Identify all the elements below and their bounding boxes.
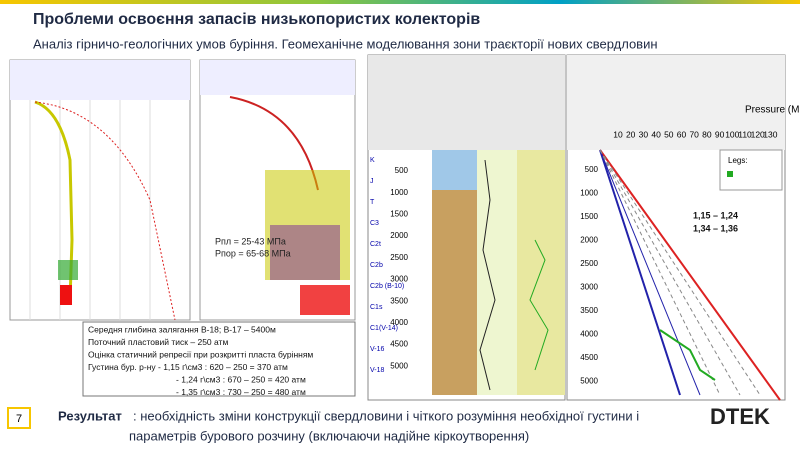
horizon-label: K: [370, 157, 375, 164]
depth-label: 3500: [390, 296, 408, 305]
plot-note: Рпор = 65-68 МПа: [215, 248, 291, 258]
note-line: Оцінка статичний репресії при розкритті …: [88, 349, 313, 359]
depth-label: 3000: [580, 283, 598, 292]
depth-label: 1000: [580, 189, 598, 198]
depth-label: 5000: [390, 361, 408, 370]
horizon-label: V-16: [370, 346, 385, 353]
result-text: : необхідність зміни конструкції свердло…: [133, 408, 639, 423]
pressure-tick: 50: [664, 129, 674, 139]
pressure-tick: 90: [715, 129, 725, 139]
title: Проблеми освоєння запасів низькопористих…: [33, 11, 480, 28]
density-range: 1,15 – 1,24: [693, 210, 738, 220]
pressure-tick: 80: [702, 129, 712, 139]
horizon-label: C3: [370, 220, 379, 227]
horizon-label: C2b (B-10): [370, 283, 404, 290]
result-text: параметрів бурового розчину (включаючи н…: [129, 428, 529, 443]
depth-label: 1500: [580, 212, 598, 221]
depth-label: 3500: [580, 306, 598, 315]
depth-label: 2000: [390, 231, 408, 240]
pressure-tick: 40: [651, 129, 661, 139]
page-box: [7, 407, 31, 429]
depth-label: 4500: [390, 340, 408, 349]
pressure-tick: 20: [626, 129, 636, 139]
pressure-tick: 30: [639, 129, 649, 139]
note-box: [82, 321, 356, 397]
log-panel: [367, 54, 566, 401]
horizon-label: C2b: [370, 262, 383, 269]
subtitle: Аналіз гірничо-геологічних умов буріння.…: [33, 36, 658, 51]
pressure-tick: 100: [725, 129, 739, 139]
depth-label: 4000: [390, 318, 408, 327]
depth-label: 4000: [580, 330, 598, 339]
pressure-tick: 130: [763, 129, 777, 139]
horizon-label: C1(V-14): [370, 325, 398, 332]
plot-note: Рпл = 25-43 МПа: [215, 236, 286, 246]
note-line: - 1,35 г\см3 : 730 – 250 = 480 атм: [176, 387, 306, 397]
depth-label: 5000: [580, 377, 598, 386]
horizon-label: C1s: [370, 304, 383, 311]
note-line: - 1,24 г\см3 : 670 – 250 = 420 атм: [176, 374, 306, 384]
depth-label: 500: [585, 165, 599, 174]
depth-label: 2500: [580, 259, 598, 268]
horizon-label: C2t: [370, 241, 381, 248]
pressure-tick: 10: [613, 129, 623, 139]
horizon-label: V-18: [370, 367, 385, 374]
depth-label: 2000: [580, 236, 598, 245]
note-line: Густина бур. р-ну - 1,15 г\см3 : 620 – 2…: [88, 362, 288, 372]
pressure-tick: 120: [751, 129, 765, 139]
depth-label: 2500: [390, 253, 408, 262]
legend-title: Legs:: [728, 156, 748, 165]
depth-plot-2: [199, 59, 356, 321]
horizon-label: T: [370, 199, 375, 206]
logo: DTEK: [710, 404, 770, 429]
note-line: Поточний пластовий тиск – 250 атм: [88, 337, 228, 347]
depth-label: 1000: [390, 188, 408, 197]
density-range: 1,34 – 1,36: [693, 223, 738, 233]
pressure-tick: 60: [677, 129, 687, 139]
page-number: 7: [16, 413, 22, 425]
horizon-label: J: [370, 178, 374, 185]
pressure-panel: [566, 54, 786, 401]
pressure-tick: 70: [689, 129, 699, 139]
depth-label: 4500: [580, 353, 598, 362]
depth-plot-1: [9, 59, 191, 321]
depth-label: 3000: [390, 275, 408, 284]
result-label: Результат: [58, 408, 122, 423]
depth-label: 500: [395, 166, 409, 175]
depth-label: 1500: [390, 210, 408, 219]
axis-title: Pressure (MPa): [745, 105, 800, 116]
pressure-tick: 110: [738, 129, 752, 139]
top-strip: [0, 0, 800, 4]
note-line: Середня глибина залягання В-18; В-17 – 5…: [88, 324, 276, 334]
